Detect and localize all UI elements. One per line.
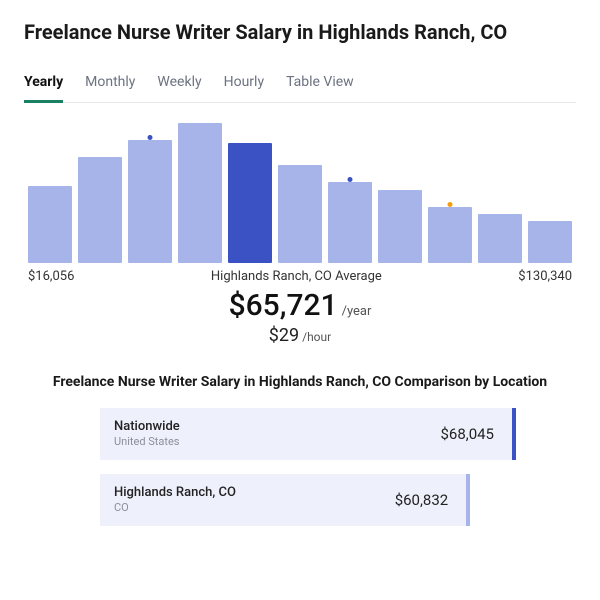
histogram-bar[interactable] xyxy=(328,182,372,263)
page-title: Freelance Nurse Writer Salary in Highlan… xyxy=(24,20,576,44)
comparison-row-label: NationwideUnited States xyxy=(114,419,180,449)
summary-unit-year: /year xyxy=(342,304,372,319)
tab-table-view[interactable]: Table View xyxy=(286,68,354,103)
histogram-bar[interactable] xyxy=(28,186,72,263)
salary-summary: $65,721/year $29/hour xyxy=(28,288,572,346)
summary-amount-hour: $29 xyxy=(269,325,299,346)
histogram-bar[interactable] xyxy=(128,140,172,263)
x-min-label: $16,056 xyxy=(28,269,74,284)
comparison-sublocation: CO xyxy=(114,501,236,515)
tab-yearly[interactable]: Yearly xyxy=(24,68,63,103)
marker-dot xyxy=(348,177,353,182)
histogram-bar[interactable] xyxy=(478,214,522,263)
tab-monthly[interactable]: Monthly xyxy=(85,68,135,103)
histogram-bar[interactable] xyxy=(378,190,422,263)
marker-dot xyxy=(148,135,153,140)
x-center-label: Highlands Ranch, CO Average xyxy=(74,269,518,284)
comparison-value: $60,832 xyxy=(395,491,449,509)
comparison-row[interactable]: Highlands Ranch, COCO $60,832 xyxy=(100,474,470,526)
comparison-value: $68,045 xyxy=(440,425,494,443)
tab-hourly[interactable]: Hourly xyxy=(224,68,264,103)
tab-weekly[interactable]: Weekly xyxy=(157,68,201,103)
histogram-bar[interactable] xyxy=(178,123,222,263)
x-max-label: $130,340 xyxy=(518,269,572,284)
histogram-bar[interactable] xyxy=(228,143,272,263)
histogram-bar[interactable] xyxy=(528,221,572,263)
summary-unit-hour: /hour xyxy=(302,330,331,344)
histogram-bar[interactable] xyxy=(78,157,122,263)
comparison-sublocation: United States xyxy=(114,435,180,449)
summary-amount-year: $65,721 xyxy=(229,288,338,323)
salary-histogram: $16,056 Highlands Ranch, CO Average $130… xyxy=(24,123,576,346)
comparison-title: Freelance Nurse Writer Salary in Highlan… xyxy=(24,374,576,390)
comparison-location: Highlands Ranch, CO xyxy=(114,485,236,501)
tabs: Yearly Monthly Weekly Hourly Table View xyxy=(24,68,576,103)
marker-dot xyxy=(448,202,453,207)
comparison-row[interactable]: NationwideUnited States $68,045 xyxy=(100,408,516,460)
histogram-bar[interactable] xyxy=(428,207,472,263)
comparison-location: Nationwide xyxy=(114,419,180,435)
comparison-row-label: Highlands Ranch, COCO xyxy=(114,485,236,515)
histogram-bar[interactable] xyxy=(278,165,322,263)
comparison-chart: NationwideUnited States $68,045 Highlands … xyxy=(24,408,576,526)
